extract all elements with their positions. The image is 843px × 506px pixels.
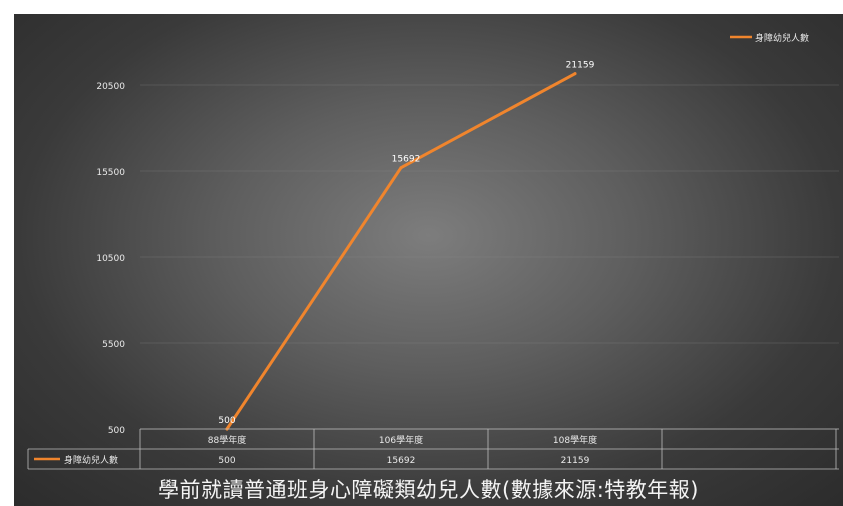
x-category-label: 106學年度 bbox=[379, 434, 423, 446]
y-tick-label: 10500 bbox=[96, 254, 125, 264]
legend: 身障幼兒人數 bbox=[730, 32, 809, 44]
chart-title: 學前就讀普通班身心障礙類幼兒人數(數據來源:特教年報) bbox=[158, 478, 699, 502]
table-series-name: 身障幼兒人數 bbox=[64, 454, 118, 466]
table-cell-value: 15692 bbox=[387, 456, 416, 466]
y-tick-label: 500 bbox=[108, 426, 125, 436]
chart-canvas: 500 5500 10500 15500 20500 500 15692 21159 88學… bbox=[27, 32, 839, 470]
series-line bbox=[225, 72, 577, 431]
data-point bbox=[399, 166, 403, 170]
series-layer bbox=[225, 72, 577, 431]
legend-label: 身障幼兒人數 bbox=[755, 32, 809, 44]
table-cell-value: 21159 bbox=[561, 456, 590, 466]
y-tick-label: 15500 bbox=[96, 168, 125, 178]
x-category-label: 88學年度 bbox=[208, 434, 246, 446]
y-tick-label: 20500 bbox=[96, 82, 125, 92]
table-cell-value: 500 bbox=[218, 456, 235, 466]
x-category-label: 108學年度 bbox=[553, 434, 597, 446]
data-label: 15692 bbox=[392, 155, 421, 165]
chart-frame: 500 5500 10500 15500 20500 500 15692 21159 88學… bbox=[14, 14, 843, 506]
data-labels: 500 15692 21159 bbox=[218, 61, 594, 426]
gridlines bbox=[140, 84, 839, 430]
y-tick-label: 5500 bbox=[102, 340, 125, 350]
data-point bbox=[573, 72, 577, 76]
data-label: 21159 bbox=[566, 61, 595, 71]
data-label: 500 bbox=[218, 416, 235, 426]
y-axis-ticks: 500 5500 10500 15500 20500 bbox=[96, 82, 125, 436]
